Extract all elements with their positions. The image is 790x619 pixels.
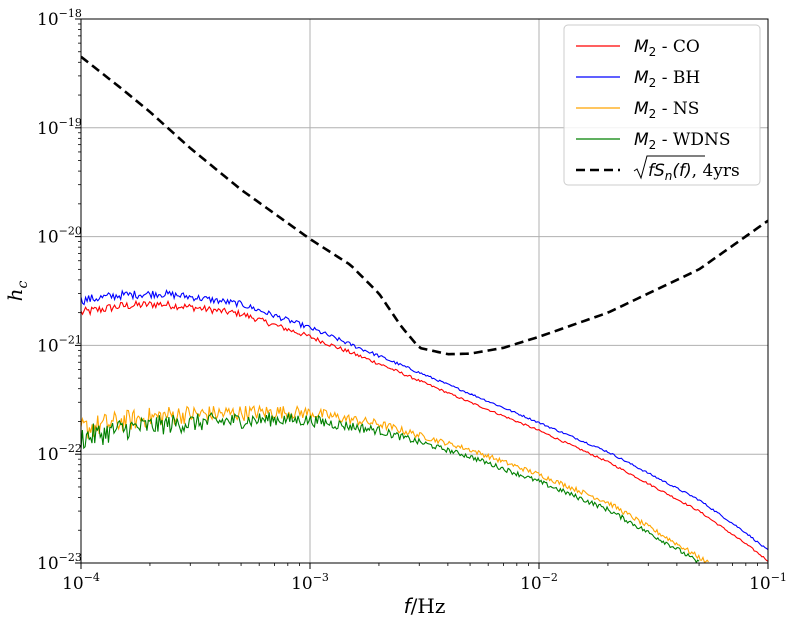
series-line-0 [81,299,768,562]
legend-label-3: M2 - WDNS [634,130,731,152]
legend-label-4: fSn(f), 4yrs [648,161,740,183]
y-tick-label: 10−21 [37,333,82,356]
x-tick-label: 10−3 [291,571,329,594]
y-axis-label: hc [3,280,31,301]
legend-label-0: M2 - CO [634,37,700,59]
y-tick-label: 10−19 [37,116,82,139]
legend-sqrt-icon [633,155,705,180]
x-axis-label: f/Hz [404,594,446,618]
legend: M2 - CO M2 - BH M2 - NS M2 - WDNS fSn(f), 4y… [563,24,761,186]
series-line-4 [81,55,768,356]
series-line-2 [81,404,709,563]
x-axis-label-text: f/Hz [404,594,446,618]
legend-label-2: M2 - NS [634,99,699,121]
x-tick-label: 10−1 [749,571,787,594]
y-tick-label: 10−20 [37,225,82,248]
x-tick-label: 10−4 [62,571,100,594]
y-tick-label: 10−23 [37,551,82,574]
legend-label-1: M2 - BH [634,68,700,90]
grid [81,19,768,563]
plot-area [81,55,768,563]
y-axis-label-text: hc [3,280,31,301]
x-tick-label: 10−2 [520,571,558,594]
plot-frame [80,18,769,564]
y-tick-label: 10−22 [37,442,82,465]
axis-ticks: 10−4 10−3 10−2 10−1 10−23 10−22 10−21 10−20 10−1… [37,7,787,594]
series-line-1 [81,289,768,551]
legend-box [563,24,761,186]
series-line-3 [81,412,700,563]
y-tick-label: 10−18 [37,7,82,30]
